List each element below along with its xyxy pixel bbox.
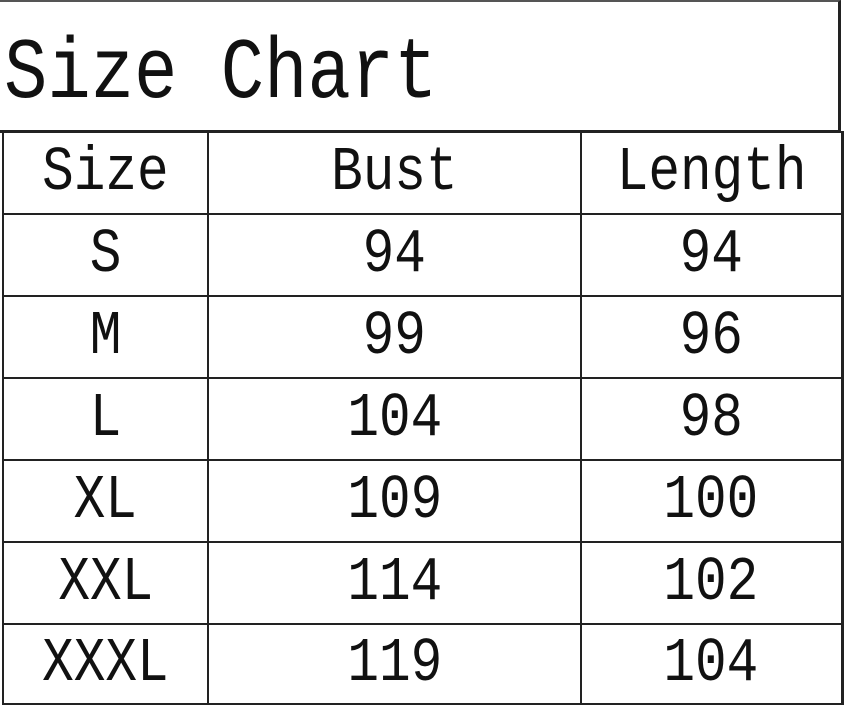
bust-value: 99 — [362, 301, 427, 372]
header-size: Size — [2, 131, 209, 215]
header-bust-text: Bust — [331, 137, 458, 208]
table-row: XXL 114 102 — [2, 541, 844, 625]
table-row: L 104 98 — [2, 377, 844, 461]
header-length-text: Length — [616, 137, 807, 208]
length-value: 94 — [679, 219, 743, 290]
length-value: 98 — [679, 383, 743, 454]
cell-size: M — [2, 295, 209, 379]
bust-value: 104 — [347, 383, 442, 454]
size-value: L — [89, 383, 122, 454]
cell-size: S — [2, 213, 209, 297]
cell-size: L — [2, 377, 209, 461]
header-length: Length — [580, 131, 844, 215]
length-value: 102 — [663, 547, 759, 618]
header-bust: Bust — [207, 131, 582, 215]
size-value: XL — [73, 465, 138, 536]
cell-length: 98 — [580, 377, 844, 461]
cell-bust: 114 — [207, 541, 582, 625]
bust-value: 119 — [347, 628, 442, 699]
size-value: M — [89, 301, 122, 372]
cell-length: 94 — [580, 213, 844, 297]
header-size-text: Size — [42, 137, 169, 208]
table-row: M 99 96 — [2, 295, 844, 379]
cell-size: XXL — [2, 541, 209, 625]
cell-length: 100 — [580, 459, 844, 543]
size-value: S — [89, 219, 122, 290]
cell-size: XL — [2, 459, 209, 543]
cell-length: 102 — [580, 541, 844, 625]
bust-value: 94 — [362, 219, 427, 290]
cell-length: 104 — [580, 623, 844, 705]
title-row: Size Chart — [0, 0, 841, 133]
cell-length: 96 — [580, 295, 844, 379]
length-value: 96 — [679, 301, 743, 372]
length-value: 104 — [663, 628, 759, 699]
bust-value: 109 — [347, 465, 442, 536]
size-value: XXL — [58, 547, 153, 618]
length-value: 100 — [663, 465, 759, 536]
cell-bust: 104 — [207, 377, 582, 461]
cell-bust: 99 — [207, 295, 582, 379]
size-value: XXXL — [42, 628, 169, 699]
bust-value: 114 — [347, 547, 442, 618]
cell-bust: 109 — [207, 459, 582, 543]
cell-bust: 119 — [207, 623, 582, 705]
cell-bust: 94 — [207, 213, 582, 297]
header-row: Size Bust Length — [2, 131, 844, 215]
table-row: XXXL 119 104 — [2, 623, 844, 705]
size-table: Size Bust Length S 94 94 M 99 96 L 104 98 XL 109 10… — [2, 131, 844, 705]
table-row: S 94 94 — [2, 213, 844, 297]
cell-size: XXXL — [2, 623, 209, 705]
table-row: XL 109 100 — [2, 459, 844, 543]
page-title: Size Chart — [4, 25, 438, 123]
